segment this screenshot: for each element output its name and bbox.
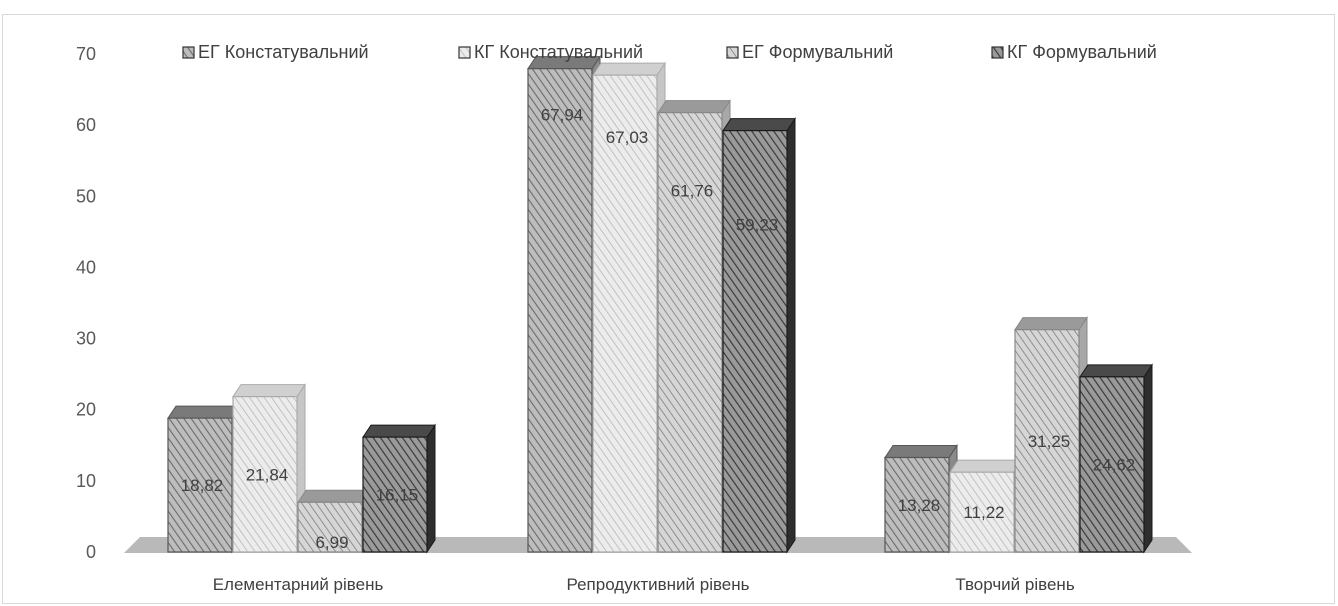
legend-swatch	[458, 46, 471, 59]
category-label: Творчий рівень	[955, 575, 1075, 594]
y-tick-label: 20	[76, 400, 96, 420]
y-tick-label: 0	[86, 542, 96, 562]
bar-front	[527, 68, 593, 553]
data-label: 67,94	[541, 106, 584, 125]
y-tick-label: 10	[76, 471, 96, 491]
data-label: 67,03	[606, 128, 649, 147]
category-label: Елементарний рівень	[213, 575, 384, 594]
data-label: 11,22	[963, 503, 1004, 522]
data-label: 21,84	[246, 465, 289, 484]
bar	[722, 116, 796, 554]
category-label: Репродуктивний рівень	[566, 575, 749, 594]
data-label: 6,99	[315, 533, 348, 552]
bar-front	[592, 74, 658, 553]
bar	[362, 423, 436, 554]
bar-top	[167, 405, 241, 419]
bar-top	[1014, 317, 1088, 331]
data-label: 61,76	[671, 182, 714, 201]
bar-front	[297, 501, 363, 553]
y-tick-label: 40	[76, 257, 96, 277]
bar-front	[1079, 376, 1145, 553]
bar-top	[884, 445, 958, 459]
data-label: 31,25	[1028, 432, 1071, 451]
legend: ЕГ Констатувальний КГ Констатувальний ЕГ Ф…	[182, 42, 1157, 62]
bar	[1079, 363, 1153, 554]
bar-top	[657, 100, 731, 114]
x-axis: Елементарний рівень Репродуктивний рівень…	[213, 575, 1075, 594]
data-label: 59,23	[736, 216, 779, 235]
y-tick-label: 50	[76, 186, 96, 206]
y-tick-label: 60	[76, 115, 96, 135]
bar-side	[786, 116, 796, 554]
y-tick-label: 30	[76, 329, 96, 349]
bar-top	[949, 459, 1023, 473]
legend-label: ЕГ Констатувальний	[198, 42, 369, 62]
bar-top	[1079, 364, 1153, 378]
bar-top	[362, 424, 436, 438]
legend-label: КГ Констатувальний	[474, 42, 643, 62]
bar-front	[1014, 329, 1080, 553]
bar	[657, 98, 731, 554]
bar-front	[884, 456, 950, 553]
bar	[527, 55, 601, 554]
data-label: 24,62	[1093, 455, 1136, 474]
bar-side	[1143, 363, 1153, 554]
bar-front	[167, 417, 233, 553]
legend-label: ЕГ Формувальний	[742, 42, 893, 62]
bar-front	[362, 436, 428, 553]
legend-swatch	[726, 46, 739, 59]
bar-top	[722, 118, 796, 132]
bar-top	[232, 384, 306, 398]
bar-front	[232, 396, 298, 553]
bars: 18,82 21,84 6,99 16,15 67,94 67,03 61,76 59,23 1…	[167, 55, 1153, 554]
legend-swatch	[991, 46, 1004, 59]
data-label: 16,15	[376, 486, 419, 505]
legend-label: КГ Формувальний	[1007, 42, 1157, 62]
bar-top	[592, 62, 666, 76]
bar-front	[722, 130, 788, 553]
y-tick-label: 70	[76, 44, 96, 64]
legend-swatch	[182, 46, 195, 59]
data-label: 13,28	[898, 496, 941, 515]
bar-top	[297, 489, 371, 503]
bar-front	[657, 112, 723, 553]
chart-frame	[2, 14, 1335, 604]
bar-front	[949, 471, 1015, 553]
bar-side	[426, 423, 436, 554]
y-axis: 0 10 20 30 40 50 60 70	[76, 44, 96, 562]
data-label: 18,82	[181, 476, 224, 495]
